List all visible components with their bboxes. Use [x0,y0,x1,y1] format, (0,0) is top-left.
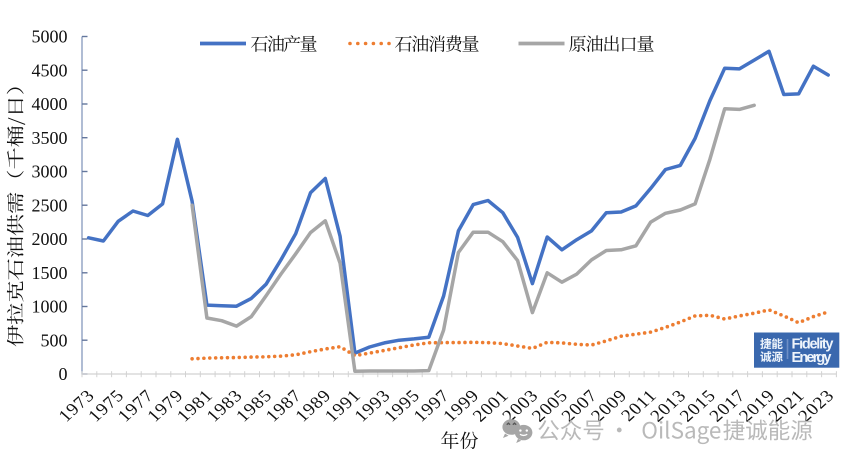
svg-text:石油消费量: 石油消费量 [395,31,480,57]
svg-text:1500: 1500 [32,259,68,285]
svg-text:2500: 2500 [32,191,68,217]
svg-text:5000: 5000 [32,23,68,49]
svg-text:Fidelity: Fidelity [792,337,834,353]
svg-text:3000: 3000 [32,158,68,184]
svg-text:4000: 4000 [32,90,68,116]
svg-text:诚源: 诚源 [760,349,783,365]
svg-text:4500: 4500 [32,57,68,83]
svg-text:伊拉克石油供需（千桶/日）: 伊拉克石油供需（千桶/日） [2,73,28,347]
svg-text:0: 0 [59,360,68,386]
svg-text:公众号·OilSage捷诚能源: 公众号 · OilSage捷诚能源 [537,414,813,446]
svg-text:2000: 2000 [32,225,68,251]
svg-text:石油产量: 石油产量 [251,31,318,57]
svg-text:500: 500 [41,326,68,352]
svg-text:Energy: Energy [792,350,832,366]
svg-text:年份: 年份 [441,427,479,452]
svg-text:原油出口量: 原油出口量 [569,31,655,57]
svg-text:捷能: 捷能 [760,336,783,352]
svg-text:1000: 1000 [32,293,68,319]
svg-text:3500: 3500 [32,124,68,150]
